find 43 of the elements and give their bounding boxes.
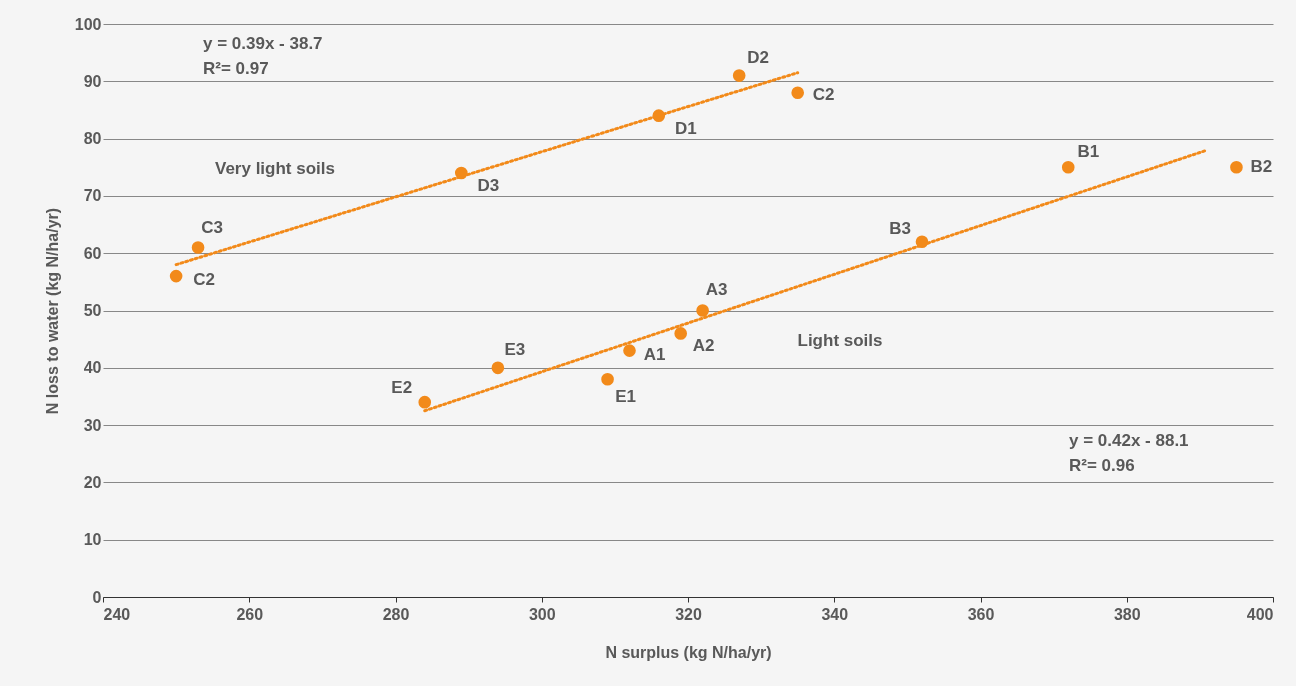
annotation: y = 0.39x - 38.7 [203,34,323,53]
data-label: D3 [477,175,500,195]
x-tick-label: 260 [236,605,264,623]
data-label: A2 [692,336,715,356]
data-label: C2 [193,270,215,290]
x-tick-label: 280 [382,605,410,623]
y-tick-label: 40 [83,359,102,377]
y-tick-label: 10 [83,531,102,549]
annotation: Light soils [797,331,883,350]
annotation: y = 0.42x - 88.1 [1069,431,1189,450]
x-tick-label: 340 [821,605,849,623]
y-tick-label: 0 [92,588,102,606]
data-label: B2 [1250,157,1273,177]
data-label: A1 [643,344,666,364]
data-label: E3 [504,339,526,359]
x-tick-label: 380 [1113,605,1141,623]
data-label: D2 [747,47,770,67]
y-tick-label: 70 [83,187,102,205]
annotation: R²= 0.97 [203,59,269,78]
x-tick-label: 240 [103,605,131,623]
y-tick-label: 20 [83,473,102,491]
x-axis-title: N surplus (kg N/ha/yr) [605,643,772,661]
y-tick-label: 30 [83,416,102,434]
annotation: Very light soils [215,159,335,178]
y-axis-title: N loss to water (kg N/ha/yr) [43,207,61,415]
annotation: R²= 0.96 [1069,456,1135,475]
y-tick-label: 60 [83,244,102,262]
y-tick-label: 80 [83,130,102,148]
data-label: C3 [201,218,223,238]
y-tick-label: 100 [74,15,102,33]
data-label: B3 [889,218,911,238]
x-tick-label: 300 [528,605,556,623]
data-label: D1 [674,118,697,138]
data-label: A3 [705,279,728,299]
x-tick-label: 320 [675,605,702,623]
x-tick-label: 360 [967,605,995,623]
y-tick-label: 90 [83,72,102,90]
data-label: B1 [1077,142,1100,162]
data-label: C2 [812,84,835,104]
y-tick-label: 50 [83,302,102,319]
data-label: E1 [615,387,636,407]
data-label: E2 [391,378,413,398]
x-tick-label: 400 [1246,605,1274,623]
